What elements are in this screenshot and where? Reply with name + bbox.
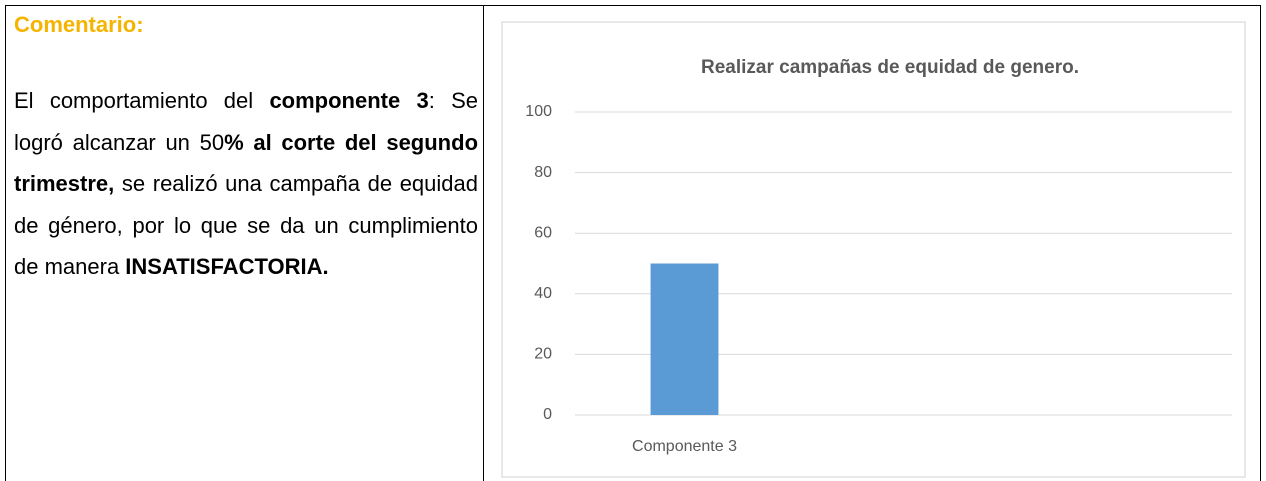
cell-divider: [483, 5, 484, 481]
table-border: [5, 5, 1261, 481]
chart-title: Realizar campañas de equidad de genero.: [701, 57, 1079, 78]
comment-title: Comentario:: [14, 12, 144, 37]
bar: [650, 263, 719, 415]
chart-frame: [501, 21, 1246, 478]
y-tick-label: 80: [534, 164, 552, 181]
comment-cell: Comentario: El comportamiento del compon…: [14, 8, 478, 288]
x-tick-label: Componente 3: [632, 438, 737, 455]
y-tick-label: 20: [534, 346, 552, 363]
comment-text: El comportamiento del: [14, 88, 270, 113]
comment-paragraph: El comportamiento del componente 3: Se l…: [14, 80, 478, 288]
y-tick-label: 100: [525, 103, 552, 120]
comment-text: INSATISFACTORIA.: [125, 254, 329, 279]
comment-text: componente 3: [269, 88, 429, 113]
y-tick-label: 60: [534, 224, 552, 241]
comment-text: : Se logró alcanzar un 50: [14, 88, 478, 155]
comment-text: % al corte del segundo trimestre,: [14, 129, 479, 197]
y-tick-label: 40: [534, 285, 552, 302]
comment-text: se realizó una campaña de equidad de gén…: [14, 171, 478, 279]
y-tick-label: 0: [543, 406, 552, 423]
